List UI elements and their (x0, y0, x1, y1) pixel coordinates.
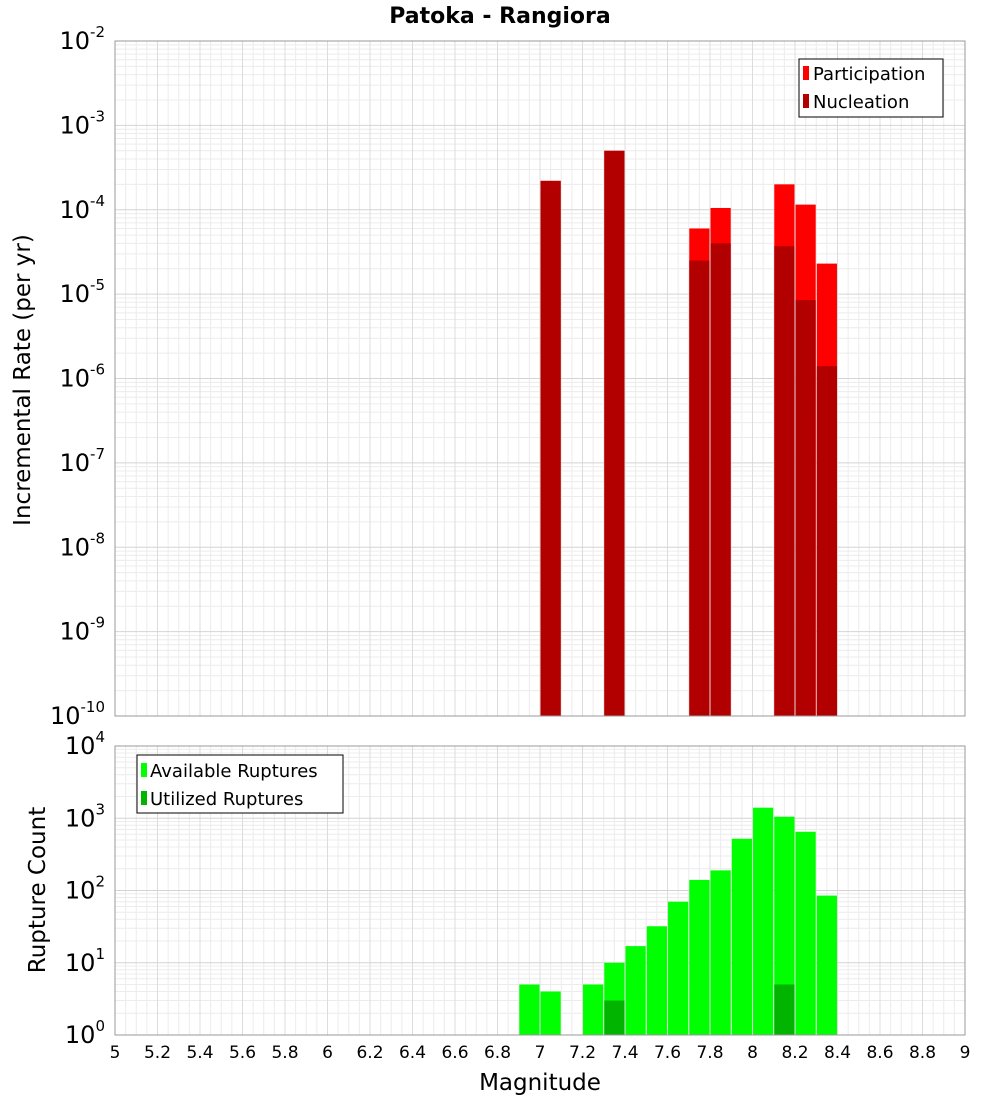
x-tick-label: 5.4 (186, 1043, 213, 1063)
count-panel: 100 101 102 103 104 5 5.2 5.4 5.6 5.8 6 6.2 6.4 6.6 6… (25, 728, 970, 1096)
count-y-tick-label: 103 (65, 800, 105, 832)
count-legend-box (136, 754, 344, 814)
count-bar-primary (583, 984, 604, 1035)
count-bar-primary (689, 879, 710, 1035)
x-tick-label: 8.8 (909, 1043, 936, 1063)
count-bars (519, 807, 837, 1035)
rate-bar-secondary (604, 150, 625, 716)
x-tick-label: 8 (747, 1043, 758, 1063)
x-tick-label: 7.8 (696, 1043, 723, 1063)
x-tick-label: 6.2 (356, 1043, 383, 1063)
count-bar-primary (731, 838, 752, 1035)
rate-y-tick-label: 10-8 (59, 529, 105, 561)
rate-bar-secondary (816, 366, 837, 716)
magnitude-x-axis-label: Magnitude (479, 1070, 601, 1096)
count-bar-primary (816, 895, 837, 1035)
rate-y-tick-label: 10-10 (50, 698, 105, 730)
rate-y-tick-label: 10-3 (59, 107, 105, 139)
rate-bar-secondary (689, 260, 710, 716)
count-bar-primary (753, 807, 774, 1035)
rate-bars (540, 150, 837, 717)
count-plot-frame (114, 745, 966, 1036)
count-y-tick-label: 101 (65, 945, 105, 977)
rate-y-tick-label: 10-2 (59, 23, 105, 55)
rate-bar-secondary (710, 243, 731, 717)
nucleation-legend-label: Nucleation (813, 92, 909, 113)
rate-y-ticks: 10-10 10-9 10-8 10-7 10-6 10-5 10-4 10-3 10-2 (50, 23, 105, 730)
count-grid (114, 745, 966, 1036)
count-y-tick-label: 102 (65, 873, 105, 905)
count-bar-primary (668, 901, 689, 1035)
rate-y-tick-label: 10-9 (59, 614, 105, 646)
count-bar-primary (540, 991, 561, 1035)
rate-grid (114, 40, 966, 717)
count-bar-primary (519, 984, 540, 1035)
rate-y-tick-label: 10-7 (59, 445, 105, 477)
count-legend: Available Ruptures Utilized Ruptures (136, 754, 344, 814)
magnitude-x-ticks: 5 5.2 5.4 5.6 5.8 6 6.2 6.4 6.6 6.8 7 7.2 7.4 7.6 7.8 8… (110, 1043, 971, 1063)
x-tick-label: 8.2 (781, 1043, 808, 1063)
x-tick-label: 6.4 (399, 1043, 426, 1063)
x-tick-label: 9 (960, 1043, 971, 1063)
x-tick-label: 5 (110, 1043, 121, 1063)
x-tick-label: 7 (535, 1043, 546, 1063)
x-tick-label: 5.2 (144, 1043, 171, 1063)
utilized-legend-swatch (141, 791, 147, 805)
rate-plot-frame (114, 40, 966, 717)
x-tick-label: 6 (322, 1043, 333, 1063)
nucleation-legend-swatch (803, 94, 809, 108)
count-bar-primary (774, 816, 795, 1035)
x-tick-label: 8.4 (824, 1043, 851, 1063)
x-tick-label: 7.6 (654, 1043, 681, 1063)
x-tick-label: 5.8 (271, 1043, 298, 1063)
rate-y-tick-label: 10-6 (59, 361, 105, 393)
participation-legend-label: Participation (813, 64, 925, 85)
rate-y-tick-label: 10-5 (59, 276, 105, 308)
available-legend-label: Available Ruptures (150, 761, 318, 782)
count-bar-primary (625, 946, 646, 1035)
rate-bar-secondary (540, 180, 561, 716)
x-tick-label: 7.4 (611, 1043, 638, 1063)
count-bar-secondary (604, 1000, 625, 1035)
participation-legend-swatch (803, 66, 809, 80)
x-tick-label: 8.6 (866, 1043, 893, 1063)
count-y-axis-label: Rupture Count (25, 807, 51, 973)
x-tick-label: 5.6 (229, 1043, 256, 1063)
count-bar-primary (710, 870, 731, 1035)
rate-y-axis-label: Incremental Rate (per yr) (10, 234, 36, 526)
x-tick-label: 7.2 (569, 1043, 596, 1063)
rate-panel: 10-10 10-9 10-8 10-7 10-6 10-5 10-4 10-3 10-2 In… (10, 23, 966, 730)
x-tick-label: 6.6 (441, 1043, 468, 1063)
available-legend-swatch (141, 763, 147, 777)
x-tick-label: 6.8 (484, 1043, 511, 1063)
count-y-tick-label: 100 (65, 1017, 105, 1049)
count-y-tick-label: 104 (65, 728, 105, 760)
count-bar-primary (795, 831, 816, 1035)
rate-bar-secondary (795, 300, 816, 716)
rate-bar-secondary (774, 246, 795, 716)
utilized-legend-label: Utilized Ruptures (150, 789, 303, 810)
rate-y-tick-label: 10-4 (59, 192, 105, 224)
rate-legend: Participation Nucleation (798, 58, 944, 118)
count-y-ticks: 100 101 102 103 104 (65, 728, 105, 1049)
rate-legend-box (798, 58, 944, 118)
count-bar-secondary (774, 984, 795, 1035)
count-bar-primary (646, 926, 667, 1035)
chart-title: Patoka - Rangiora (389, 4, 610, 29)
